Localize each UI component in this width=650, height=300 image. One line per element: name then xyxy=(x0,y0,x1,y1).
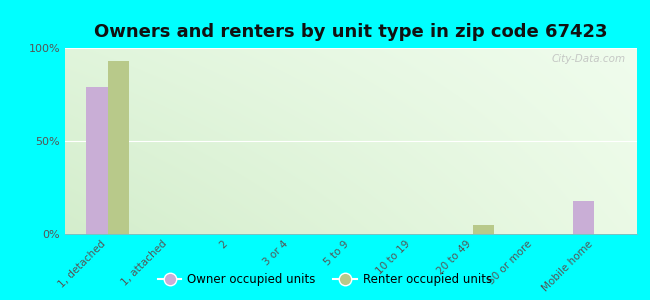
Legend: Owner occupied units, Renter occupied units: Owner occupied units, Renter occupied un… xyxy=(153,269,497,291)
Bar xyxy=(108,61,129,234)
Title: Owners and renters by unit type in zip code 67423: Owners and renters by unit type in zip c… xyxy=(94,23,608,41)
Bar xyxy=(573,200,594,234)
Bar xyxy=(86,87,108,234)
Text: City-Data.com: City-Data.com xyxy=(551,54,625,64)
Bar xyxy=(473,225,494,234)
